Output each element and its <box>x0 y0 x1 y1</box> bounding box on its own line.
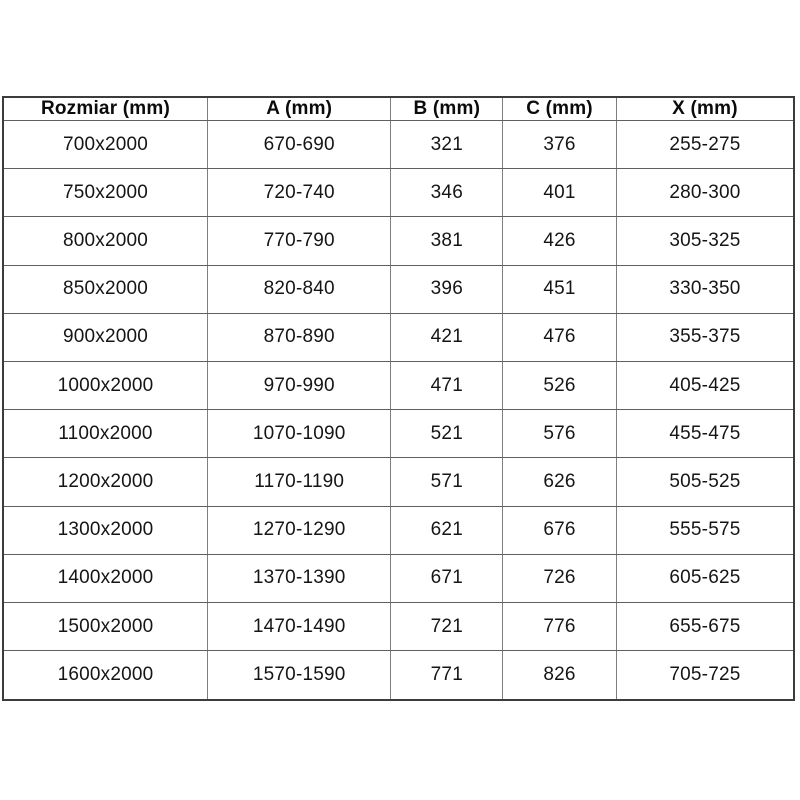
column-header-b: B (mm) <box>390 96 504 121</box>
table-cell: 720-740 <box>206 168 392 218</box>
table-cell: 476 <box>502 312 617 363</box>
column-header-x: X (mm) <box>615 96 795 121</box>
table-cell: 421 <box>390 312 504 363</box>
dimension-table: Rozmiar (mm) A (mm) B (mm) C (mm) X (mm)… <box>2 96 795 701</box>
table-cell: 1500x2000 <box>2 602 208 652</box>
table-row: 850x2000 820-840 396 451 330-350 <box>2 264 795 314</box>
table-cell: 1400x2000 <box>2 553 208 604</box>
table-cell: 305-325 <box>615 216 795 266</box>
table-cell: 1600x2000 <box>2 650 208 701</box>
table-cell: 870-890 <box>206 312 392 363</box>
table-cell: 1470-1490 <box>206 602 392 652</box>
table-cell: 770-790 <box>206 216 392 266</box>
table-cell: 1000x2000 <box>2 361 208 411</box>
column-header-a: A (mm) <box>206 96 392 121</box>
table-cell: 571 <box>390 457 504 507</box>
table-cell: 555-575 <box>615 505 795 555</box>
table-header: Rozmiar (mm) A (mm) B (mm) C (mm) X (mm) <box>2 96 795 121</box>
table-cell: 1070-1090 <box>206 409 392 459</box>
table-cell: 771 <box>390 650 504 701</box>
table-cell: 471 <box>390 361 504 411</box>
table-cell: 626 <box>502 457 617 507</box>
table-cell: 255-275 <box>615 119 795 170</box>
table-cell: 396 <box>390 264 504 314</box>
table-cell: 451 <box>502 264 617 314</box>
table-cell: 505-525 <box>615 457 795 507</box>
table-cell: 1570-1590 <box>206 650 392 701</box>
table-cell: 346 <box>390 168 504 218</box>
table-cell: 280-300 <box>615 168 795 218</box>
table-cell: 826 <box>502 650 617 701</box>
table-cell: 526 <box>502 361 617 411</box>
table-cell: 726 <box>502 553 617 604</box>
table-cell: 576 <box>502 409 617 459</box>
table-cell: 1370-1390 <box>206 553 392 604</box>
table-header-row: Rozmiar (mm) A (mm) B (mm) C (mm) X (mm) <box>2 96 795 121</box>
table-cell: 330-350 <box>615 264 795 314</box>
table-cell: 705-725 <box>615 650 795 701</box>
table-cell: 820-840 <box>206 264 392 314</box>
table-row: 1500x2000 1470-1490 721 776 655-675 <box>2 602 795 652</box>
table-cell: 521 <box>390 409 504 459</box>
table-cell: 671 <box>390 553 504 604</box>
table-cell: 850x2000 <box>2 264 208 314</box>
table-row: 1100x2000 1070-1090 521 576 455-475 <box>2 409 795 459</box>
table-cell: 800x2000 <box>2 216 208 266</box>
table-cell: 401 <box>502 168 617 218</box>
table-cell: 321 <box>390 119 504 170</box>
table-row: 1400x2000 1370-1390 671 726 605-625 <box>2 553 795 604</box>
table-row: 1600x2000 1570-1590 771 826 705-725 <box>2 650 795 701</box>
table-row: 900x2000 870-890 421 476 355-375 <box>2 312 795 363</box>
table-cell: 455-475 <box>615 409 795 459</box>
table-row: 750x2000 720-740 346 401 280-300 <box>2 168 795 218</box>
table-cell: 355-375 <box>615 312 795 363</box>
table-cell: 1100x2000 <box>2 409 208 459</box>
table-cell: 381 <box>390 216 504 266</box>
table-cell: 1200x2000 <box>2 457 208 507</box>
table-cell: 670-690 <box>206 119 392 170</box>
table-cell: 776 <box>502 602 617 652</box>
table-cell: 750x2000 <box>2 168 208 218</box>
column-header-c: C (mm) <box>502 96 617 121</box>
table-cell: 605-625 <box>615 553 795 604</box>
table-cell: 721 <box>390 602 504 652</box>
table-cell: 970-990 <box>206 361 392 411</box>
table-cell: 1170-1190 <box>206 457 392 507</box>
table-cell: 676 <box>502 505 617 555</box>
table-cell: 426 <box>502 216 617 266</box>
table-cell: 376 <box>502 119 617 170</box>
table-cell: 1270-1290 <box>206 505 392 555</box>
table-cell: 1300x2000 <box>2 505 208 555</box>
table-row: 700x2000 670-690 321 376 255-275 <box>2 119 795 170</box>
table-cell: 621 <box>390 505 504 555</box>
table-body: 700x2000 670-690 321 376 255-275 750x2000 720-… <box>2 119 795 701</box>
table-row: 1000x2000 970-990 471 526 405-425 <box>2 361 795 411</box>
table-row: 800x2000 770-790 381 426 305-325 <box>2 216 795 266</box>
table-row: 1300x2000 1270-1290 621 676 555-575 <box>2 505 795 555</box>
table-row: 1200x2000 1170-1190 571 626 505-525 <box>2 457 795 507</box>
table-cell: 700x2000 <box>2 119 208 170</box>
table-cell: 405-425 <box>615 361 795 411</box>
column-header-rozmiar: Rozmiar (mm) <box>2 96 208 121</box>
table-cell: 900x2000 <box>2 312 208 363</box>
table-cell: 655-675 <box>615 602 795 652</box>
dimension-table-container: Rozmiar (mm) A (mm) B (mm) C (mm) X (mm)… <box>2 96 795 701</box>
